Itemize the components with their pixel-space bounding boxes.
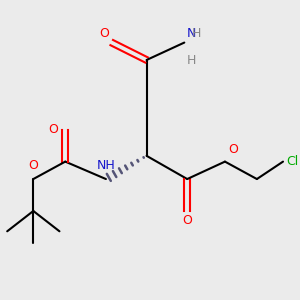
Text: Cl: Cl bbox=[286, 155, 298, 168]
Text: N: N bbox=[187, 27, 196, 40]
Text: O: O bbox=[182, 214, 192, 227]
Text: H: H bbox=[192, 27, 201, 40]
Text: O: O bbox=[99, 27, 109, 40]
Text: O: O bbox=[28, 159, 38, 172]
Text: O: O bbox=[228, 143, 238, 156]
Text: O: O bbox=[48, 123, 58, 136]
Text: H: H bbox=[187, 54, 196, 67]
Text: NH: NH bbox=[97, 159, 115, 172]
